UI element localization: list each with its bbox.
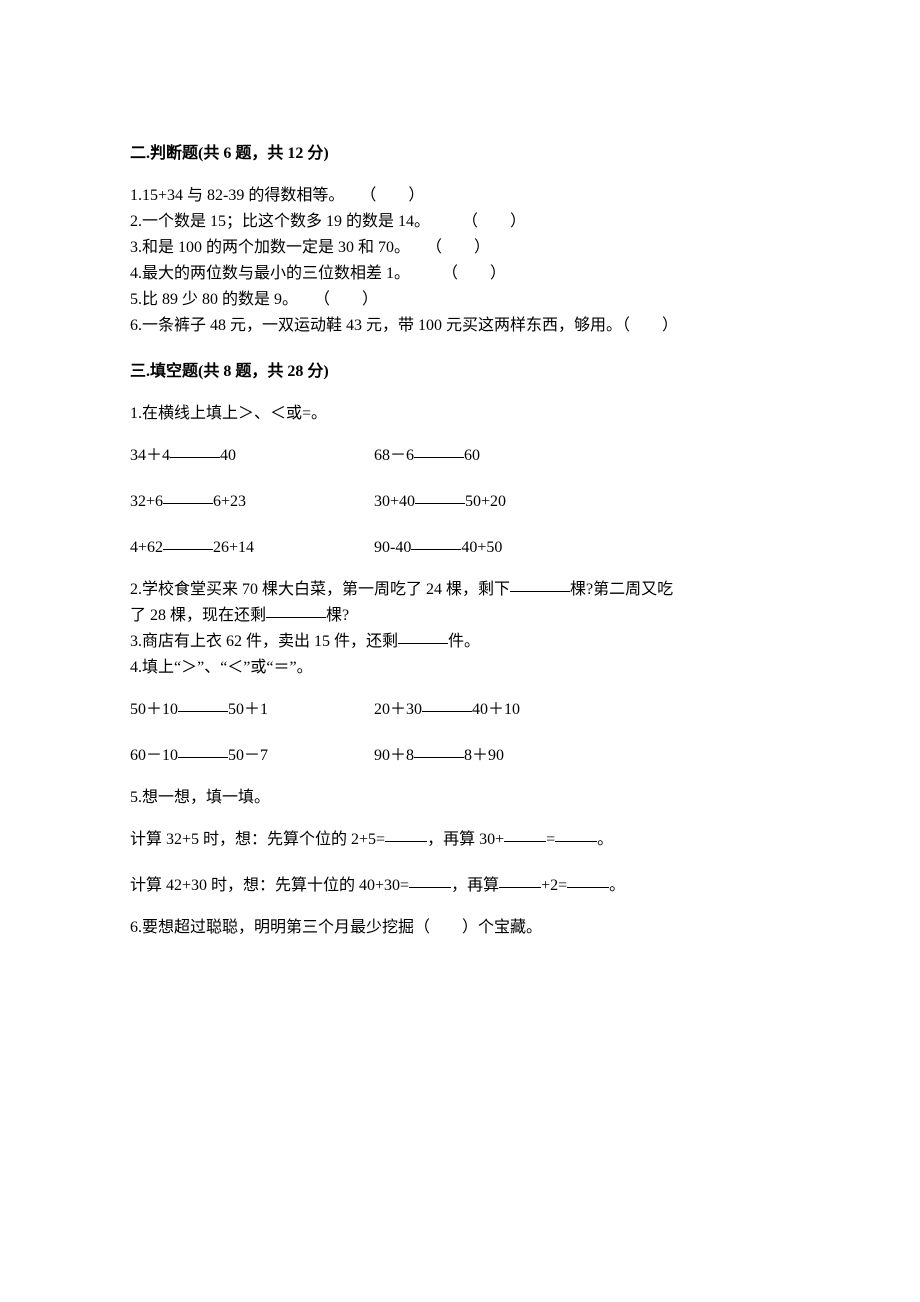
s2-item-4: 4.最大的两位数与最小的三位数相差 1。 （ ） xyxy=(130,262,790,286)
s3-q5-line2: 计算 42+30 时，想：先算十位的 40+30= ，再算 +2= 。 xyxy=(130,874,790,898)
q4-r1-r-b: 40＋10 xyxy=(472,701,520,718)
q1-r1-l-b: 40 xyxy=(220,447,236,464)
blank[interactable] xyxy=(385,826,427,842)
blank[interactable] xyxy=(163,534,213,550)
blank[interactable] xyxy=(178,696,228,712)
q4-r1-l-b: 50＋1 xyxy=(228,701,268,718)
q4-r1-l-a: 50＋10 xyxy=(130,701,178,718)
q3-post: 件。 xyxy=(448,633,480,650)
q4-r2-l-b: 50－7 xyxy=(228,747,268,764)
blank[interactable] xyxy=(178,742,228,758)
q1-r2-r-b: 50+20 xyxy=(465,493,506,510)
blank[interactable] xyxy=(398,628,448,644)
blank[interactable] xyxy=(266,602,326,618)
s3-q5-prompt: 5.想一想，填一填。 xyxy=(130,786,790,810)
q5-l1-p3: = xyxy=(546,831,555,848)
q1-r1-r-b: 60 xyxy=(464,447,480,464)
q1-r3-r-b: 40+50 xyxy=(461,539,502,556)
q2-pre2: 了 28 棵，现在还剩 xyxy=(130,607,266,624)
s3-q4-row2: 60－10 50－7 90＋8 8＋90 xyxy=(130,744,790,768)
q2-mid1: 棵?第二周又吃 xyxy=(570,581,673,598)
q1-r3-l-a: 4+62 xyxy=(130,539,163,556)
s3-q2-line2: 了 28 棵，现在还剩 棵? xyxy=(130,604,790,628)
q4-r2-l-a: 60－10 xyxy=(130,747,178,764)
blank[interactable] xyxy=(414,742,464,758)
s3-q3: 3.商店有上衣 62 件，卖出 15 件，还剩 件。 xyxy=(130,630,790,654)
s3-q1-row2: 32+6 6+23 30+40 50+20 xyxy=(130,490,790,514)
blank[interactable] xyxy=(409,872,451,888)
blank[interactable] xyxy=(170,442,220,458)
q1-r2-l-b: 6+23 xyxy=(213,493,246,510)
q5-l1-p2: ，再算 30+ xyxy=(427,831,504,848)
q5-l1-p4: 。 xyxy=(597,831,613,848)
q1-r1-l-a: 34＋4 xyxy=(130,447,170,464)
q5-l2-p2: ，再算 xyxy=(451,877,499,894)
q5-l2-p3: +2= xyxy=(541,877,567,894)
blank[interactable] xyxy=(555,826,597,842)
s2-item-6: 6.一条裤子 48 元，一双运动鞋 43 元，带 100 元买这两样东西，够用。… xyxy=(130,314,790,338)
q1-r3-l-b: 26+14 xyxy=(213,539,254,556)
q1-r2-r-a: 30+40 xyxy=(374,493,415,510)
blank[interactable] xyxy=(422,696,472,712)
blank[interactable] xyxy=(163,488,213,504)
q1-r1-r-a: 68－6 xyxy=(374,447,414,464)
section-2-header: 二.判断题(共 6 题，共 12 分) xyxy=(130,142,790,166)
s2-item-3: 3.和是 100 的两个加数一定是 30 和 70。 （ ） xyxy=(130,236,790,260)
q2-pre1: 2.学校食堂买来 70 棵大白菜，第一周吃了 24 棵，剩下 xyxy=(130,581,510,598)
s2-item-5: 5.比 89 少 80 的数是 9。 （ ） xyxy=(130,288,790,312)
blank[interactable] xyxy=(411,534,461,550)
q4-r2-r-a: 90＋8 xyxy=(374,747,414,764)
blank[interactable] xyxy=(567,872,609,888)
q3-pre: 3.商店有上衣 62 件，卖出 15 件，还剩 xyxy=(130,633,398,650)
s2-item-1: 1.15+34 与 82-39 的得数相等。 （ ） xyxy=(130,184,790,208)
s3-q1-row1: 34＋4 40 68－6 60 xyxy=(130,444,790,468)
q4-r2-r-b: 8＋90 xyxy=(464,747,504,764)
blank[interactable] xyxy=(510,576,570,592)
q1-r3-r-a: 90-40 xyxy=(374,539,411,556)
s3-q1-prompt: 1.在横线上填上＞、＜或=。 xyxy=(130,402,790,426)
blank[interactable] xyxy=(499,872,541,888)
s3-q1-row3: 4+62 26+14 90-40 40+50 xyxy=(130,536,790,560)
q2-post2: 棵? xyxy=(326,607,349,624)
q5-l2-p4: 。 xyxy=(609,877,625,894)
s3-q5-line1: 计算 32+5 时，想：先算个位的 2+5= ，再算 30+ = 。 xyxy=(130,828,790,852)
s3-q4-prompt: 4.填上“＞”、“＜”或“＝”。 xyxy=(130,656,790,680)
blank[interactable] xyxy=(504,826,546,842)
s2-item-2: 2.一个数是 15；比这个数多 19 的数是 14。 （ ） xyxy=(130,210,790,234)
q5-l2-p1: 计算 42+30 时，想：先算十位的 40+30= xyxy=(130,877,409,894)
q5-l1-p1: 计算 32+5 时，想：先算个位的 2+5= xyxy=(130,831,385,848)
section-3-header: 三.填空题(共 8 题，共 28 分) xyxy=(130,360,790,384)
q4-r1-r-a: 20＋30 xyxy=(374,701,422,718)
q1-r2-l-a: 32+6 xyxy=(130,493,163,510)
s3-q2-line1: 2.学校食堂买来 70 棵大白菜，第一周吃了 24 棵，剩下 棵?第二周又吃 xyxy=(130,578,790,602)
s3-q6: 6.要想超过聪聪，明明第三个月最少挖掘（ ）个宝藏。 xyxy=(130,916,790,940)
blank[interactable] xyxy=(415,488,465,504)
s3-q4-row1: 50＋10 50＋1 20＋30 40＋10 xyxy=(130,698,790,722)
blank[interactable] xyxy=(414,442,464,458)
